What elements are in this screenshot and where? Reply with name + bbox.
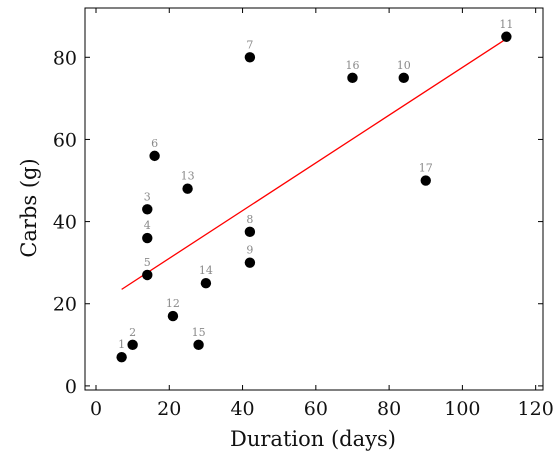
data-point — [182, 183, 193, 194]
data-point — [200, 278, 212, 289]
x-tick-label: 60 — [304, 398, 328, 420]
data-point — [167, 310, 179, 322]
data-point — [193, 339, 204, 351]
data-point — [142, 204, 153, 215]
y-tick-label: 20 — [53, 294, 77, 316]
data-point — [244, 52, 256, 63]
x-axis-title: Duration (days) — [230, 427, 396, 451]
data-point — [149, 150, 160, 162]
x-tick-label: 20 — [157, 398, 181, 420]
trend-line — [121, 38, 507, 290]
data-point — [142, 269, 153, 281]
y-tick-label: 80 — [53, 47, 77, 69]
point-label: 4 — [144, 219, 151, 232]
trend-line-group — [121, 38, 507, 290]
data-point — [398, 72, 409, 84]
point-label: 9 — [246, 244, 253, 257]
data-point — [142, 232, 153, 244]
point-label: 12 — [166, 297, 180, 310]
point-label: 10 — [397, 59, 411, 72]
point-label: 15 — [192, 326, 206, 339]
data-point — [501, 31, 512, 42]
point-label: 6 — [151, 137, 158, 150]
point-label: 11 — [499, 18, 513, 31]
point-label: 13 — [181, 170, 195, 183]
data-point — [244, 257, 256, 268]
plot-frame-group — [84, 7, 544, 391]
data-points-group — [116, 31, 512, 363]
y-tick-label: 60 — [53, 129, 77, 151]
plot-area-frame — [84, 7, 544, 391]
data-point — [244, 226, 256, 238]
data-point — [127, 339, 138, 351]
point-label: 14 — [199, 264, 213, 277]
x-tick-label: 0 — [90, 398, 102, 420]
point-label: 5 — [144, 256, 151, 269]
point-label: 7 — [246, 38, 253, 51]
data-point — [347, 72, 358, 84]
data-point — [420, 175, 431, 186]
point-label: 8 — [246, 213, 253, 226]
point-label: 17 — [419, 162, 433, 175]
point-label: 1 — [118, 338, 125, 351]
y-tick-label: 40 — [53, 212, 77, 234]
x-tick-label: 120 — [518, 398, 554, 420]
y-axis-title: Carbs (g) — [17, 158, 41, 257]
x-tick-label: 80 — [377, 398, 401, 420]
x-tick-label: 40 — [230, 398, 254, 420]
x-tick-label: 100 — [444, 398, 480, 420]
point-label: 2 — [129, 326, 136, 339]
data-point — [116, 351, 127, 363]
point-label: 3 — [144, 190, 151, 203]
point-label: 16 — [345, 59, 359, 72]
axis-ticks-group: 0 20 40 60 80 100 120 0 20 40 60 80 — [53, 8, 554, 420]
y-tick-label: 0 — [65, 376, 77, 398]
